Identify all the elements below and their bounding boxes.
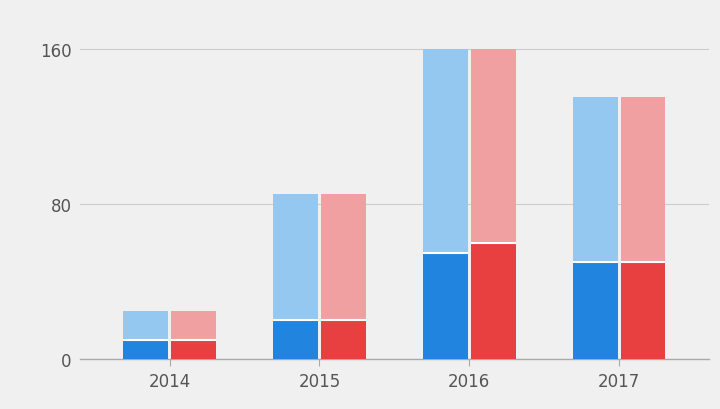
Bar xyxy=(123,311,168,340)
Bar xyxy=(321,321,366,360)
Bar xyxy=(171,340,216,360)
Bar xyxy=(621,98,665,263)
Bar xyxy=(471,243,516,360)
Bar xyxy=(423,50,468,253)
Bar xyxy=(621,263,665,360)
Bar xyxy=(572,98,618,263)
Bar xyxy=(471,50,516,243)
Bar xyxy=(572,263,618,360)
Bar xyxy=(423,253,468,360)
Bar xyxy=(273,321,318,360)
Bar xyxy=(123,340,168,360)
Bar xyxy=(321,195,366,321)
Bar xyxy=(171,311,216,340)
Bar xyxy=(273,195,318,321)
